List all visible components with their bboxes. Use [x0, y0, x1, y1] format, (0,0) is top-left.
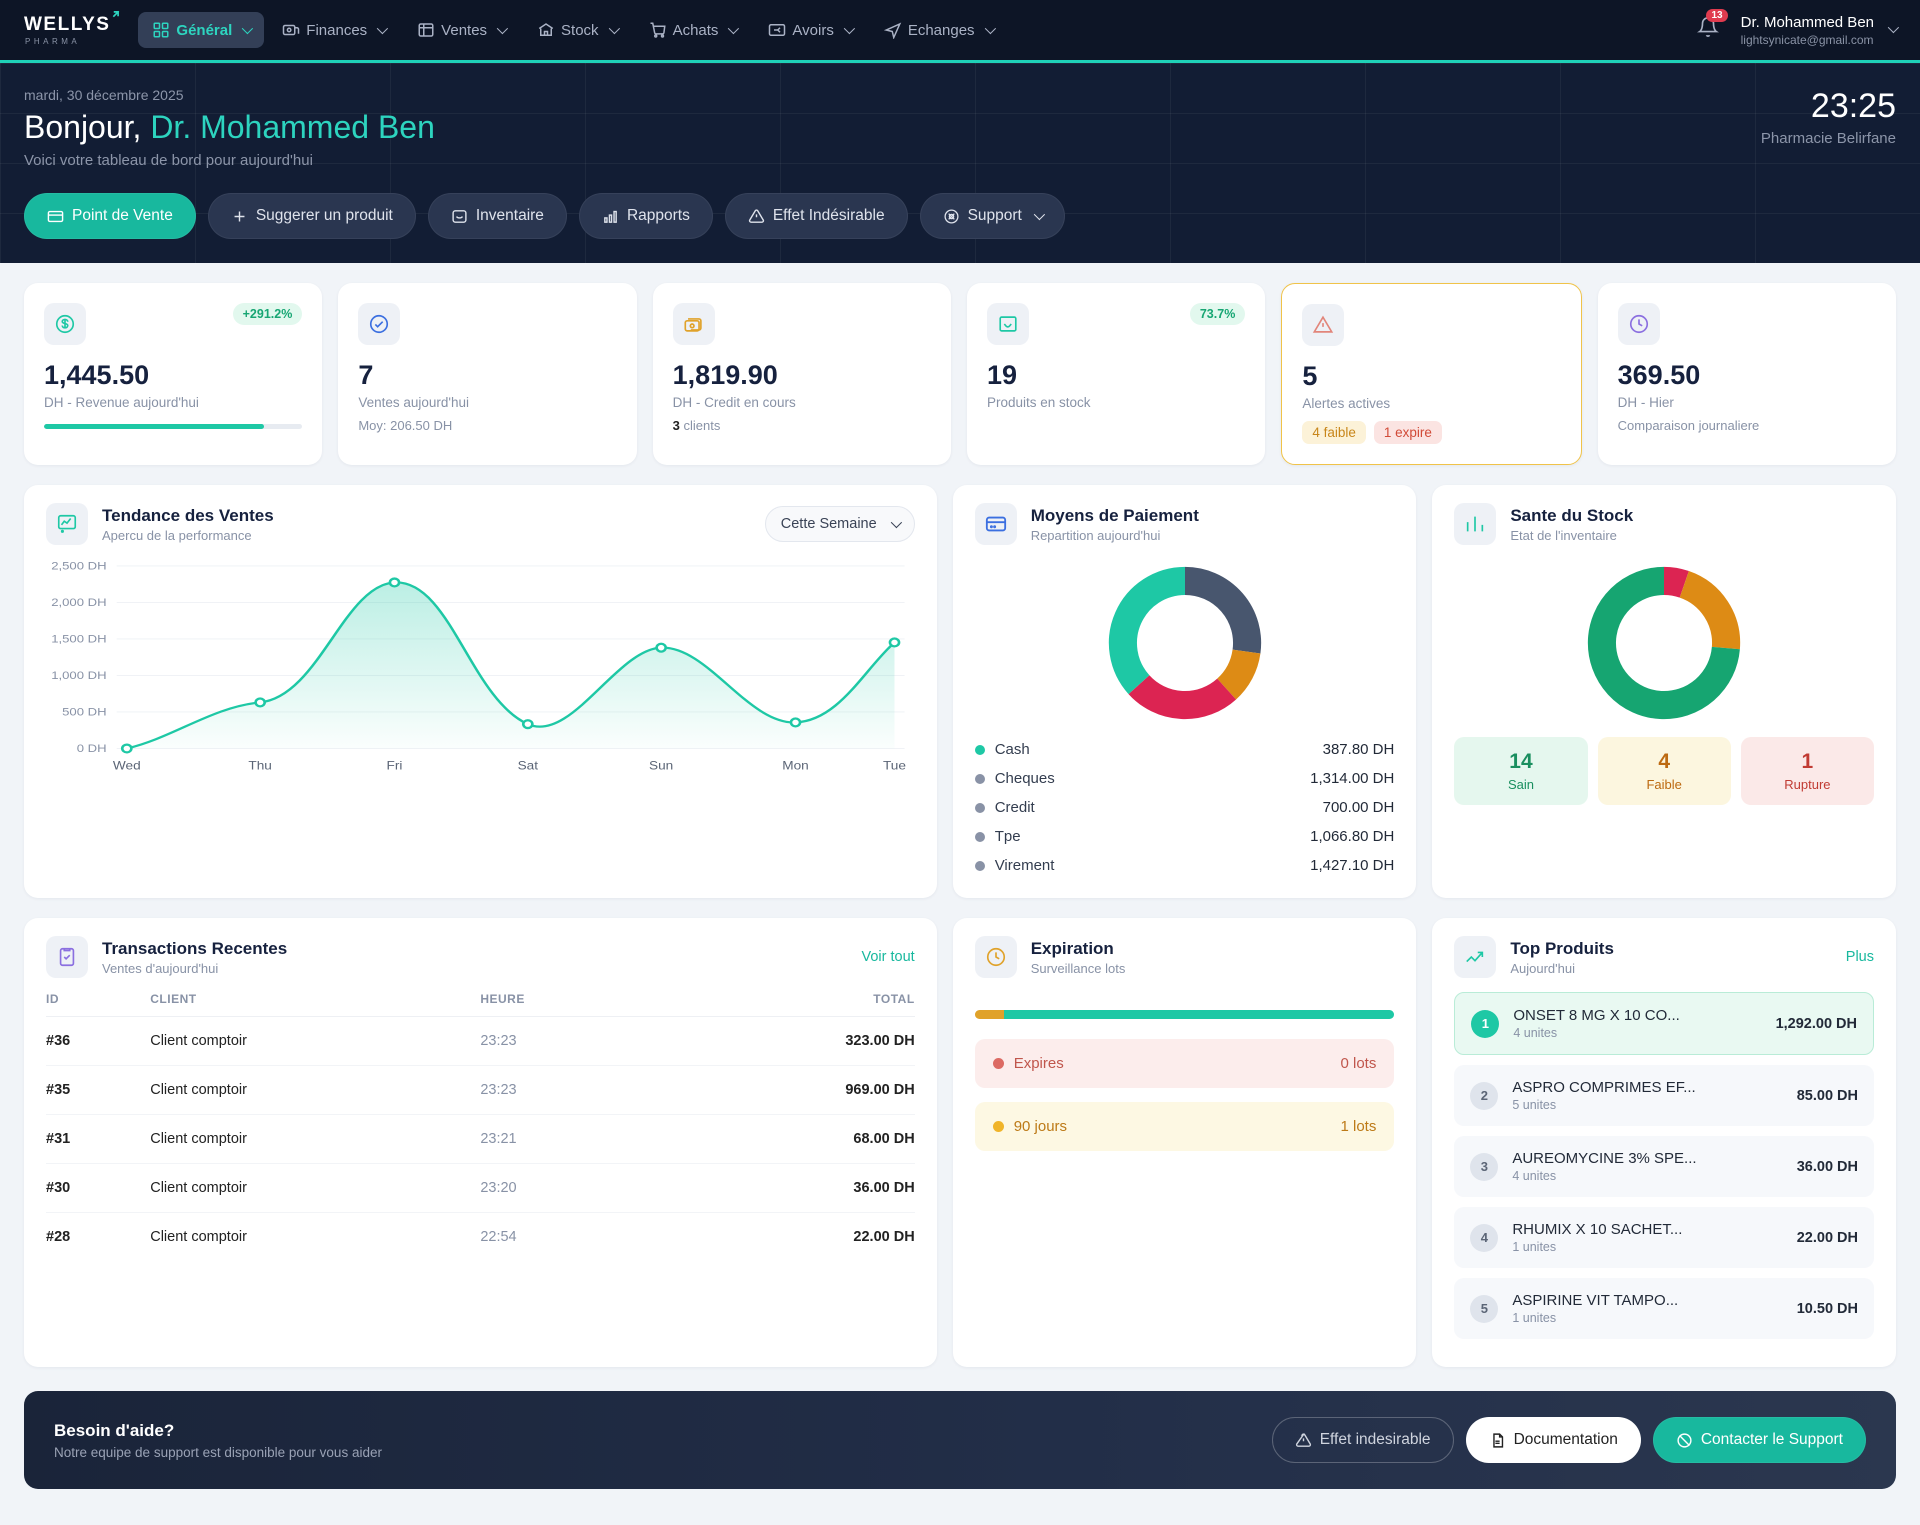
svg-text:Thu: Thu [248, 759, 271, 773]
svg-text:Sun: Sun [649, 759, 673, 773]
svg-text:2,000 DH: 2,000 DH [51, 596, 106, 609]
svg-text:2,500 DH: 2,500 DH [51, 560, 106, 573]
svg-text:0 DH: 0 DH [77, 742, 107, 755]
svg-text:Wed: Wed [113, 759, 141, 773]
svg-text:Sat: Sat [518, 759, 539, 773]
svg-text:Tue: Tue [883, 759, 906, 773]
svg-text:Fri: Fri [387, 759, 403, 773]
svg-text:1,500 DH: 1,500 DH [51, 633, 106, 646]
svg-text:500 DH: 500 DH [62, 706, 106, 719]
svg-text:1,000 DH: 1,000 DH [51, 669, 106, 682]
svg-text:Mon: Mon [782, 759, 809, 773]
